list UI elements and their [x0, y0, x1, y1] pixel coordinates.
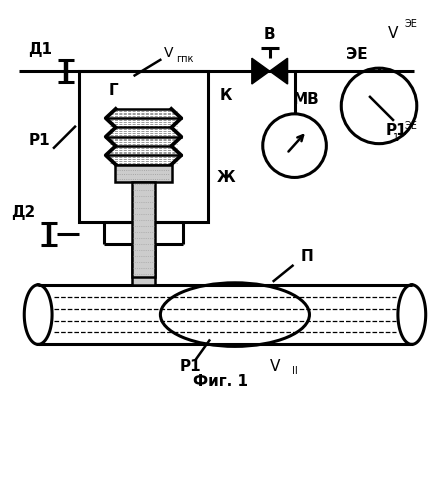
Polygon shape — [252, 58, 270, 84]
Text: Р1: Р1 — [386, 123, 408, 138]
Text: К: К — [220, 88, 232, 104]
Text: ЭЕ: ЭЕ — [347, 46, 368, 62]
Text: Р1: Р1 — [179, 359, 201, 374]
Bar — [79, 71, 208, 222]
Text: Д2: Д2 — [11, 204, 35, 220]
Text: V: V — [269, 359, 280, 374]
Text: В: В — [264, 27, 276, 42]
Text: 1: 1 — [393, 132, 399, 142]
Bar — [132, 244, 155, 285]
Text: МВ: МВ — [293, 92, 320, 108]
Text: Д1: Д1 — [28, 42, 52, 57]
Text: ІІ: ІІ — [292, 366, 297, 376]
Text: ЭЕ: ЭЕ — [405, 20, 417, 30]
Bar — [115, 164, 172, 182]
Text: Фиг. 1: Фиг. 1 — [193, 374, 248, 388]
Text: гпк: гпк — [177, 54, 194, 64]
Polygon shape — [270, 58, 288, 84]
Bar — [132, 182, 155, 277]
Text: Р1: Р1 — [29, 133, 50, 148]
Text: ЭЕ: ЭЕ — [405, 121, 417, 131]
Text: П: П — [301, 250, 314, 264]
Text: V: V — [388, 26, 398, 41]
Text: V: V — [164, 46, 173, 60]
Text: Ж: Ж — [217, 170, 235, 185]
Text: Г: Г — [109, 84, 119, 98]
